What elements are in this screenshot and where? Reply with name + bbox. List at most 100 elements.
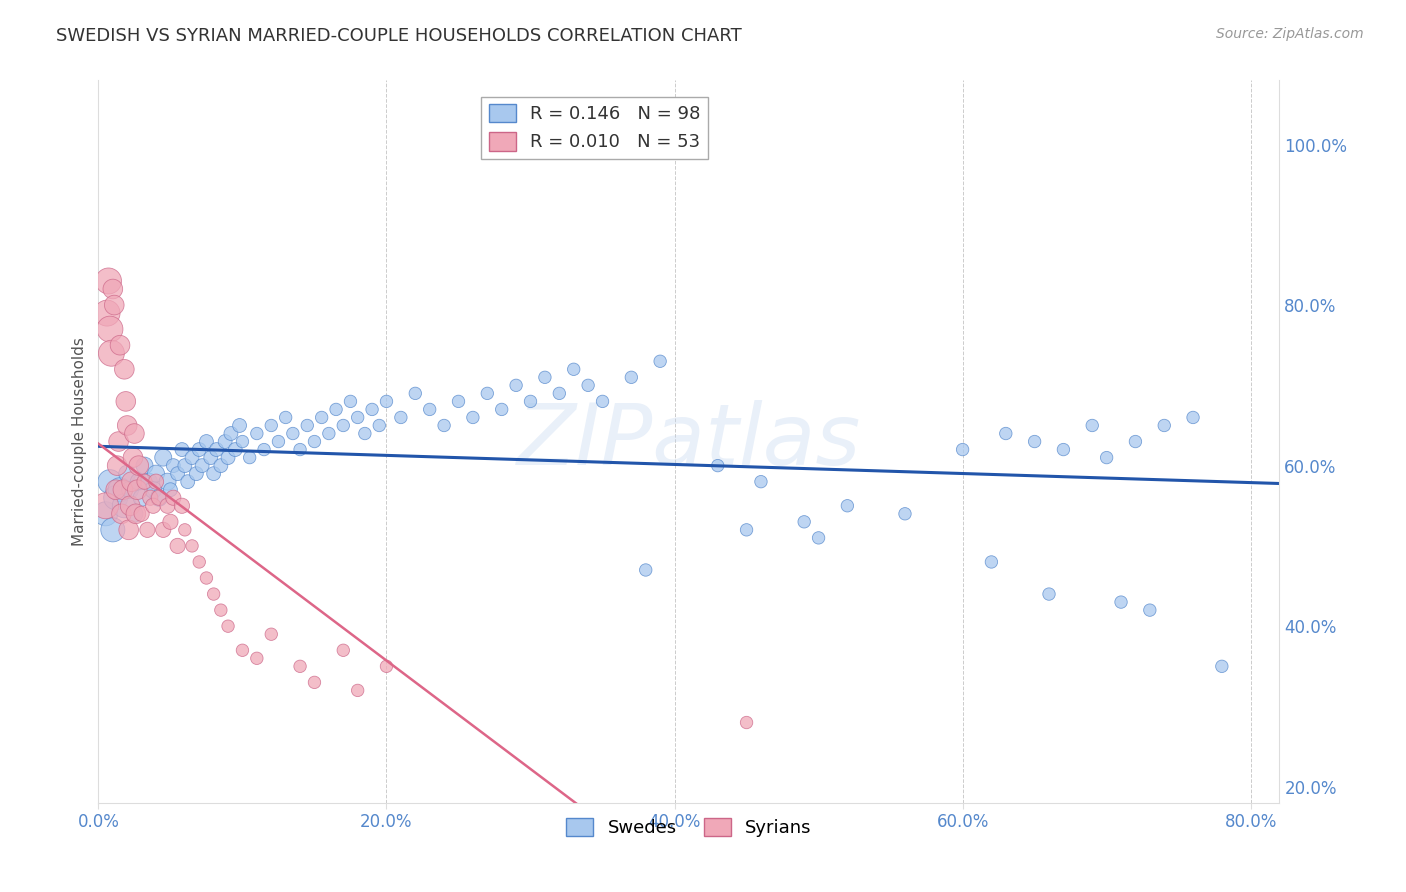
Point: [1024, 434, 1046, 449]
Point: [1153, 418, 1175, 433]
Point: [318, 426, 340, 441]
Point: [108, 338, 131, 352]
Point: [735, 715, 758, 730]
Point: [246, 426, 269, 441]
Point: [1081, 418, 1104, 433]
Point: [170, 499, 193, 513]
Point: [173, 458, 195, 473]
Point: [217, 619, 239, 633]
Point: [188, 442, 211, 457]
Point: [311, 410, 333, 425]
Point: [339, 394, 361, 409]
Point: [98, 475, 121, 489]
Point: [136, 523, 159, 537]
Point: [181, 539, 204, 553]
Point: [224, 442, 246, 457]
Point: [115, 467, 138, 481]
Point: [433, 418, 456, 433]
Point: [139, 491, 162, 505]
Point: [807, 531, 830, 545]
Point: [177, 475, 200, 489]
Point: [96, 306, 118, 320]
Point: [170, 442, 193, 457]
Point: [131, 507, 153, 521]
Point: [548, 386, 571, 401]
Point: [191, 458, 214, 473]
Point: [1139, 603, 1161, 617]
Text: Source: ZipAtlas.com: Source: ZipAtlas.com: [1216, 27, 1364, 41]
Point: [156, 475, 179, 489]
Point: [1109, 595, 1132, 609]
Point: [104, 491, 127, 505]
Point: [239, 450, 262, 465]
Point: [1182, 410, 1205, 425]
Point: [389, 410, 412, 425]
Point: [952, 442, 974, 457]
Point: [562, 362, 585, 376]
Point: [634, 563, 657, 577]
Point: [145, 467, 167, 481]
Point: [134, 475, 156, 489]
Point: [152, 523, 174, 537]
Point: [134, 458, 156, 473]
Point: [1125, 434, 1147, 449]
Point: [332, 643, 354, 657]
Point: [202, 467, 225, 481]
Point: [145, 475, 167, 489]
Y-axis label: Married-couple Households: Married-couple Households: [72, 337, 87, 546]
Point: [112, 362, 135, 376]
Point: [288, 659, 311, 673]
Point: [253, 442, 276, 457]
Point: [375, 394, 398, 409]
Point: [200, 450, 222, 465]
Point: [107, 434, 129, 449]
Point: [461, 410, 484, 425]
Point: [131, 491, 153, 505]
Point: [894, 507, 917, 521]
Point: [219, 426, 242, 441]
Point: [477, 386, 499, 401]
Point: [98, 322, 121, 336]
Point: [97, 274, 120, 288]
Point: [793, 515, 815, 529]
Point: [159, 483, 181, 497]
Point: [354, 426, 377, 441]
Point: [231, 643, 253, 657]
Point: [419, 402, 441, 417]
Point: [188, 555, 211, 569]
Point: [375, 659, 398, 673]
Point: [368, 418, 391, 433]
Point: [162, 458, 184, 473]
Point: [166, 467, 188, 481]
Point: [121, 475, 143, 489]
Legend: Swedes, Syrians: Swedes, Syrians: [558, 811, 820, 845]
Point: [650, 354, 672, 368]
Point: [162, 491, 184, 505]
Point: [209, 603, 232, 617]
Point: [228, 418, 250, 433]
Point: [125, 507, 148, 521]
Point: [735, 523, 758, 537]
Point: [110, 507, 132, 521]
Point: [346, 410, 368, 425]
Point: [122, 450, 145, 465]
Point: [260, 418, 283, 433]
Point: [127, 483, 149, 497]
Point: [260, 627, 283, 641]
Point: [325, 402, 347, 417]
Point: [118, 523, 141, 537]
Point: [142, 499, 165, 513]
Point: [138, 475, 160, 489]
Point: [361, 402, 384, 417]
Point: [181, 450, 204, 465]
Point: [202, 587, 225, 601]
Point: [994, 426, 1017, 441]
Point: [94, 507, 117, 521]
Point: [142, 483, 165, 497]
Point: [980, 555, 1002, 569]
Point: [267, 434, 290, 449]
Text: ZIPatlas: ZIPatlas: [517, 400, 860, 483]
Point: [112, 499, 135, 513]
Point: [120, 483, 142, 497]
Point: [519, 394, 541, 409]
